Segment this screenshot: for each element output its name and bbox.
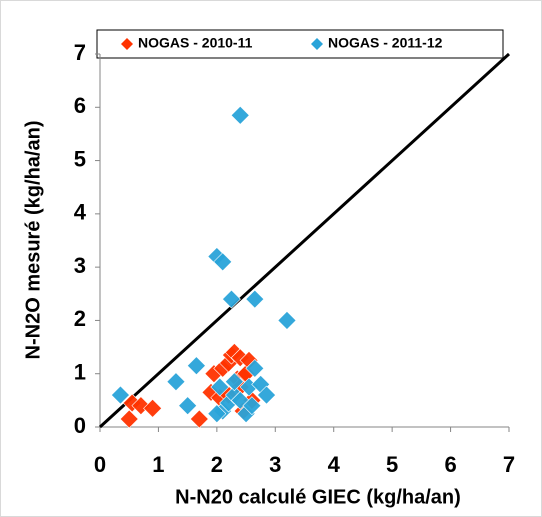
legend-label: NOGAS - 2010-11: [138, 35, 253, 51]
y-tick-label: 5: [74, 146, 86, 171]
point: [131, 396, 151, 416]
point: [119, 409, 139, 429]
y-tick-label: 4: [74, 200, 87, 225]
point: [224, 372, 244, 392]
point: [213, 252, 233, 272]
point: [222, 289, 241, 309]
x-tick-label: 4: [328, 452, 341, 477]
legend-marker: [311, 38, 323, 50]
x-tick-label: 2: [211, 452, 223, 477]
point: [230, 105, 250, 125]
y-tick-label: 1: [74, 360, 86, 385]
point: [189, 409, 209, 429]
point: [230, 390, 250, 410]
point: [186, 356, 206, 376]
point: [242, 396, 262, 416]
point: [245, 289, 265, 309]
point: [277, 311, 297, 330]
legend-marker: [121, 38, 133, 50]
legend-label: NOGAS - 2011-12: [328, 35, 443, 51]
x-tick-label: 1: [152, 452, 164, 477]
point: [207, 404, 227, 424]
y-tick-label: 7: [74, 40, 86, 65]
x-tick-label: 0: [94, 452, 106, 477]
point: [245, 358, 265, 378]
legend-box: [96, 29, 504, 59]
x-axis-title: N-N20 calculé GIEC (kg/ha/an): [175, 486, 461, 508]
y-tick-label: 2: [74, 306, 86, 331]
point: [166, 372, 186, 392]
point: [178, 396, 198, 416]
reference-line: [98, 52, 511, 429]
y-tick-label: 0: [74, 413, 86, 438]
y-tick-label: 6: [74, 93, 86, 118]
x-tick-label: 5: [386, 452, 398, 477]
point: [210, 377, 230, 397]
point: [257, 385, 276, 405]
y-tick-label: 3: [74, 253, 86, 278]
y-axis-title: N-N2O mesuré (kg/ha/an): [22, 121, 44, 360]
point: [143, 398, 163, 418]
x-tick-label: 6: [444, 452, 456, 477]
x-tick-label: 3: [269, 452, 281, 477]
x-tick-label: 7: [503, 452, 515, 477]
point: [111, 385, 130, 405]
